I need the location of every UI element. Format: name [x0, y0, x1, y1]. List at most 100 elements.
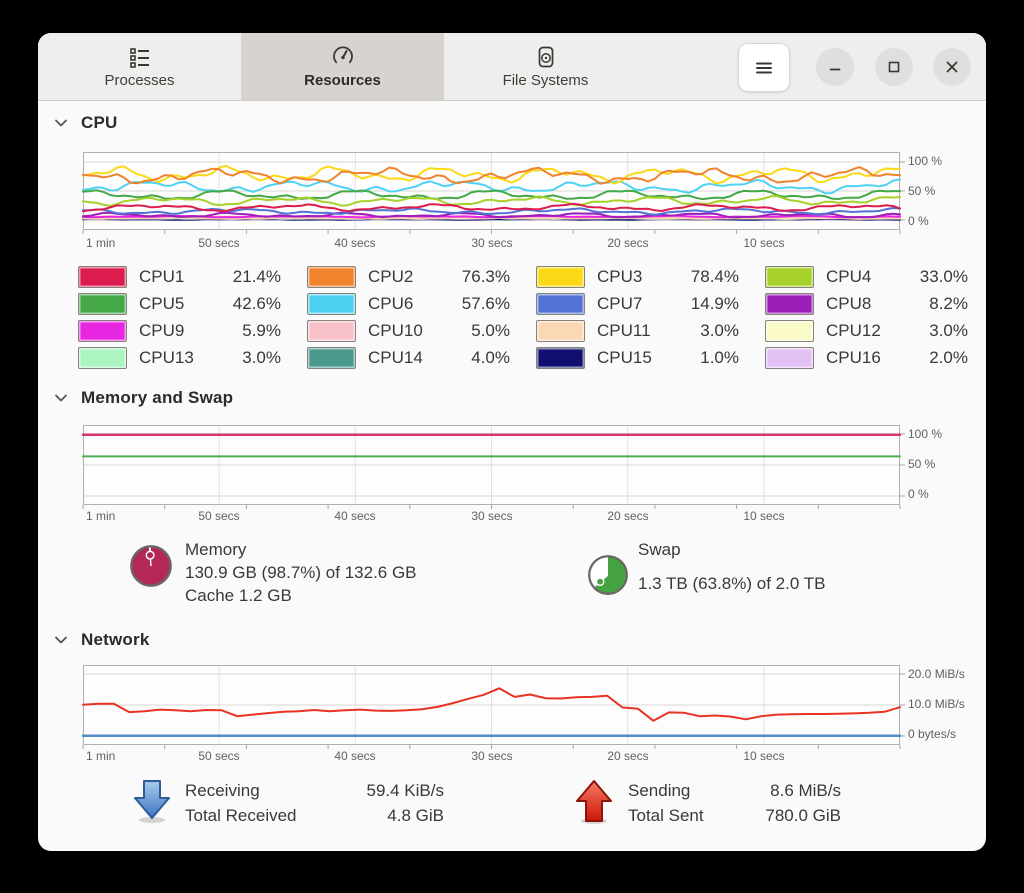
cpu-legend-item: CPU11 3.0%	[536, 320, 739, 342]
memory-section-header[interactable]: Memory and Swap	[52, 388, 233, 408]
y-tick-label: 0 bytes/s	[908, 727, 957, 741]
cpu3-color-swatch[interactable]	[536, 266, 585, 288]
cpu-name: CPU7	[597, 294, 643, 313]
cpu-legend-item: CPU5 42.6%	[78, 293, 281, 315]
x-tick-label: 40 secs	[334, 509, 376, 523]
y-tick-label: 10.0 MiB/s	[908, 697, 965, 711]
x-tick-label: 30 secs	[471, 749, 513, 763]
sending-label: Sending	[628, 781, 691, 800]
y-tick-label: 0 %	[908, 487, 929, 501]
network-section-header[interactable]: Network	[52, 630, 149, 650]
cpu-legend-item: CPU15 1.0%	[536, 347, 739, 369]
memory-x-axis-labels: 1 min 50 secs 40 secs 30 secs 20 secs 10…	[83, 509, 900, 523]
tab-processes[interactable]: Processes	[38, 33, 241, 100]
chevron-down-icon	[55, 119, 67, 127]
cpu-usage-value: 76.3%	[461, 267, 510, 286]
cpu13-color-swatch[interactable]	[78, 347, 127, 369]
minimize-icon	[829, 68, 841, 71]
cpu14-color-swatch[interactable]	[307, 347, 356, 369]
file-systems-disk-icon	[538, 46, 553, 67]
close-button[interactable]	[933, 48, 971, 86]
cpu-section-title: CPU	[81, 113, 118, 132]
cpu15-color-swatch[interactable]	[536, 347, 585, 369]
memory-label: Memory	[185, 540, 247, 559]
tab-file-systems[interactable]: File Systems	[444, 33, 647, 100]
swap-pie-icon	[588, 555, 628, 595]
cpu12-color-swatch[interactable]	[765, 320, 814, 342]
cpu-name: CPU6	[368, 294, 414, 313]
cpu-section-header[interactable]: CPU	[52, 113, 118, 133]
cpu-usage-value: 5.0%	[471, 321, 510, 340]
cpu-usage-value: 2.0%	[929, 348, 968, 367]
tab-resources-label: Resources	[304, 71, 381, 89]
memory-cache: Cache 1.2 GB	[185, 586, 292, 605]
x-tick-label: 1 min	[86, 236, 116, 250]
cpu-name: CPU12	[826, 321, 881, 340]
memory-history-chart	[81, 425, 905, 509]
cpu-usage-value: 14.9%	[690, 294, 739, 313]
cpu4-color-swatch[interactable]	[765, 266, 814, 288]
cpu6-color-swatch[interactable]	[307, 293, 356, 315]
receiving-label: Receiving	[185, 781, 260, 800]
cpu8-color-swatch[interactable]	[765, 293, 814, 315]
sending-rate: 8.6 MiB/s	[770, 781, 841, 800]
x-tick-label: 50 secs	[198, 509, 240, 523]
x-tick-label: 40 secs	[334, 236, 376, 250]
maximize-button[interactable]	[875, 48, 913, 86]
swap-stats: Swap 1.3 TB (63.8%) of 2.0 TB	[638, 538, 825, 595]
receiving-labels: Receiving Total Received	[185, 778, 297, 828]
header-bar: Processes Resources File Systems	[38, 33, 986, 101]
tab-resources[interactable]: Resources	[241, 33, 444, 100]
receiving-rate: 59.4 KiB/s	[366, 781, 445, 800]
cpu9-color-swatch[interactable]	[78, 320, 127, 342]
memory-pie-icon	[130, 545, 172, 587]
cpu-legend-item: CPU16 2.0%	[765, 347, 968, 369]
total-received-label: Total Received	[185, 806, 297, 825]
cpu5-color-swatch[interactable]	[78, 293, 127, 315]
x-tick-label: 50 secs	[198, 236, 240, 250]
x-tick-label: 30 secs	[471, 509, 513, 523]
cpu-name: CPU8	[826, 294, 872, 313]
main-menu-button[interactable]	[738, 43, 790, 92]
y-tick-label: 100 %	[908, 154, 943, 168]
cpu-legend-item: CPU8 8.2%	[765, 293, 968, 315]
cpu-name: CPU13	[139, 348, 194, 367]
cpu-name: CPU15	[597, 348, 652, 367]
cpu-name: CPU16	[826, 348, 881, 367]
cpu-name: CPU11	[597, 321, 651, 340]
network-x-axis-labels: 1 min 50 secs 40 secs 30 secs 20 secs 10…	[83, 749, 900, 763]
system-monitor-window: Processes Resources File Systems	[38, 33, 986, 851]
cpu-legend-item: CPU6 57.6%	[307, 293, 510, 315]
cpu-name: CPU1	[139, 267, 185, 286]
receiving-values: 59.4 KiB/s 4.8 GiB	[306, 778, 445, 828]
cpu-legend-item: CPU12 3.0%	[765, 320, 968, 342]
cpu-history-chart	[82, 152, 905, 234]
tab-file-systems-label: File Systems	[502, 71, 589, 89]
total-sent-value: 780.0 GiB	[765, 806, 841, 825]
x-tick-label: 20 secs	[607, 509, 649, 523]
cpu-name: CPU2	[368, 267, 414, 286]
cpu-usage-value: 3.0%	[242, 348, 281, 367]
x-tick-label: 40 secs	[334, 749, 376, 763]
y-tick-label: 50 %	[908, 457, 936, 471]
y-tick-label: 100 %	[908, 427, 943, 441]
x-tick-label: 50 secs	[198, 749, 240, 763]
sending-values: 8.6 MiB/s 780.0 GiB	[693, 778, 841, 828]
x-tick-label: 1 min	[86, 749, 116, 763]
cpu-legend-item: CPU13 3.0%	[78, 347, 281, 369]
processes-list-icon	[129, 47, 149, 68]
cpu16-color-swatch[interactable]	[765, 347, 814, 369]
cpu10-color-swatch[interactable]	[307, 320, 356, 342]
tab-processes-label: Processes	[104, 71, 175, 89]
cpu11-color-swatch[interactable]	[536, 320, 585, 342]
cpu-legend-item: CPU7 14.9%	[536, 293, 739, 315]
cpu-name: CPU3	[597, 267, 643, 286]
minimize-button[interactable]	[816, 48, 854, 86]
cpu2-color-swatch[interactable]	[307, 266, 356, 288]
swap-usage: 1.3 TB (63.8%) of 2.0 TB	[638, 574, 826, 593]
cpu7-color-swatch[interactable]	[536, 293, 585, 315]
cpu-name: CPU4	[826, 267, 872, 286]
cpu-legend-item: CPU4 33.0%	[765, 266, 968, 288]
memory-section-title: Memory and Swap	[81, 388, 234, 407]
cpu1-color-swatch[interactable]	[78, 266, 127, 288]
